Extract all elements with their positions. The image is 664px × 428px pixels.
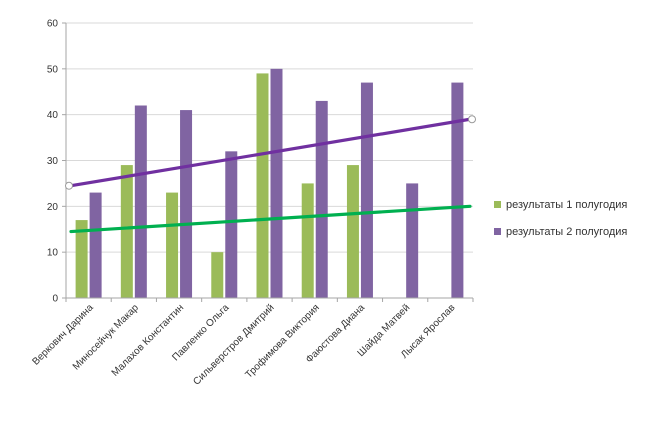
y-tick-label: 20 — [47, 202, 59, 213]
bar-series-2 — [225, 151, 238, 298]
legend-swatch — [494, 228, 501, 235]
legend: результаты 1 полугодия результаты 2 полуг… — [494, 199, 627, 238]
bar-series-2 — [451, 82, 464, 298]
legend-swatch — [494, 201, 501, 208]
bar-series-1 — [120, 165, 133, 298]
bar-series-1 — [301, 183, 314, 298]
bar-series-2 — [180, 110, 193, 298]
bar-series-1 — [75, 220, 88, 298]
bar-series-1 — [211, 252, 224, 298]
y-axis: 0 10 20 30 40 50 60 — [47, 19, 67, 305]
trendline-handle — [65, 181, 73, 190]
y-tick-label: 10 — [47, 248, 59, 259]
bar-series-2 — [270, 68, 283, 298]
legend-label: результаты 1 полугодия — [506, 199, 627, 211]
x-tick-label: Сильверстров Дмитрий — [191, 302, 276, 387]
bars — [75, 68, 464, 299]
gridlines — [66, 22, 473, 299]
trendline-handle — [468, 115, 476, 124]
y-tick-label: 40 — [47, 110, 59, 121]
trendlines — [65, 115, 476, 234]
trendline-1 — [69, 204, 472, 234]
trendline-2 — [69, 117, 472, 188]
y-tick-label: 60 — [47, 19, 59, 30]
y-tick-label: 50 — [47, 64, 59, 75]
bar-series-2 — [360, 82, 373, 298]
bar-series-2 — [134, 105, 147, 298]
y-tick-label: 30 — [47, 156, 59, 167]
bar-series-2 — [406, 183, 419, 298]
bar-series-1 — [166, 192, 179, 298]
bar-series-1 — [346, 165, 359, 298]
bar-series-2 — [315, 100, 328, 299]
bar-series-1 — [256, 73, 269, 299]
legend-label: результаты 2 полугодия — [506, 226, 627, 238]
bar-series-2 — [89, 192, 102, 298]
y-tick-label: 0 — [52, 294, 58, 305]
x-tick-label: Трофимова Виктория — [243, 302, 322, 381]
